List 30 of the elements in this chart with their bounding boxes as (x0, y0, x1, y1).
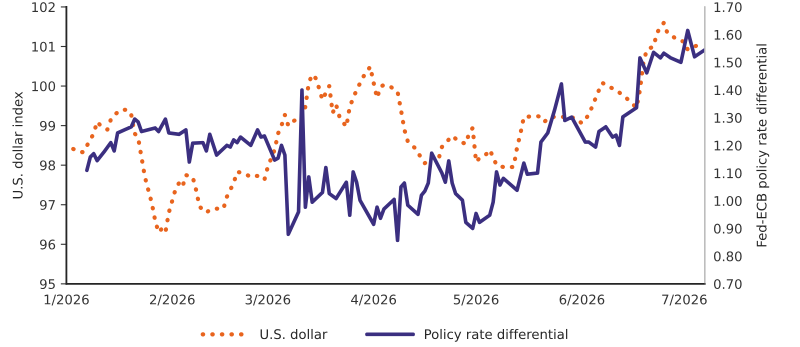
x-tick-label: 4/2026 (351, 294, 396, 306)
x-tick-label: 5/2026 (454, 294, 498, 306)
x-tick-label: 7/2026 (662, 294, 707, 306)
y-tick-label: 97 (40, 200, 55, 210)
y2-tick-label: 1.60 (714, 30, 742, 40)
x-tick-label: 3/2026 (246, 294, 290, 306)
y-tick-label: 100 (32, 81, 56, 92)
y2-tick-label: 1.00 (714, 196, 742, 206)
y-tick-label: 101 (32, 42, 55, 52)
legend-label: U.S. dollar (260, 328, 328, 340)
y-tick-label: 98 (40, 160, 56, 170)
y2-tick-label: 0.70 (714, 279, 742, 290)
y-tick-label: 99 (40, 120, 56, 131)
y2-tick-label: 1.50 (714, 58, 742, 68)
y2-tick-label: 0.80 (714, 251, 742, 262)
x-tick-label: 2/2026 (150, 294, 195, 306)
y2-tick-label: 1.30 (714, 112, 742, 123)
y-tick-label: 102 (32, 2, 55, 12)
y2-tick-label: 1.70 (714, 2, 742, 12)
x-tick-label: 1/2026 (44, 294, 89, 306)
x-tick-label: 6/2026 (560, 294, 604, 306)
y2-axis-title: Fed-ECB policy rate differential (756, 44, 770, 246)
y-axis-title: U.S. dollar index (12, 92, 23, 198)
y2-tick-label: 0.90 (714, 224, 742, 234)
y2-tick-label: 1.20 (714, 140, 742, 151)
legend-label: Policy rate differential (424, 328, 568, 342)
y-tick-label: 96 (40, 240, 56, 250)
y2-tick-label: 1.10 (714, 168, 742, 178)
y2-tick-label: 1.40 (714, 85, 742, 96)
y-tick-label: 95 (40, 279, 55, 290)
